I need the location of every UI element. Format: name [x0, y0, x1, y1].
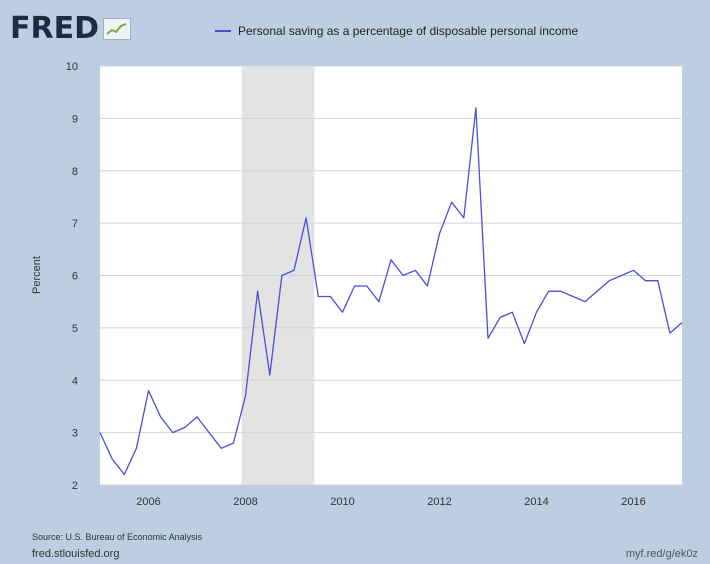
- x-tick-label: 2006: [136, 496, 160, 508]
- site-link[interactable]: fred.stlouisfed.org: [32, 548, 120, 560]
- y-tick-label: 7: [72, 218, 78, 230]
- y-tick-label: 6: [72, 271, 78, 283]
- x-tick-label: 2008: [233, 496, 257, 508]
- fred-logo[interactable]: FRED: [10, 14, 131, 44]
- x-tick-label: 2010: [330, 496, 354, 508]
- trend-graph-icon: [103, 18, 131, 40]
- x-tick-label: 2016: [621, 496, 645, 508]
- logo-text: FRED: [10, 11, 99, 46]
- legend: Personal saving as a percentage of dispo…: [215, 24, 578, 38]
- x-tick-label: 2014: [524, 496, 548, 508]
- y-tick-label: 10: [66, 61, 78, 73]
- y-tick-label: 4: [72, 375, 78, 387]
- y-tick-label: 8: [72, 166, 78, 178]
- legend-label: Personal saving as a percentage of dispo…: [238, 24, 579, 38]
- gridlines: [100, 65, 682, 486]
- x-tick-label: 2012: [427, 496, 451, 508]
- y-tick-labels: 2 3 4 5 6 7 8 9 10: [66, 61, 78, 492]
- source-note: Source: U.S. Bureau of Economic Analysis: [32, 532, 203, 542]
- short-link[interactable]: myf.red/g/ek0z: [625, 548, 698, 560]
- y-tick-label: 3: [72, 428, 78, 440]
- y-tick-label: 5: [72, 323, 78, 335]
- y-axis-label: Percent: [31, 256, 43, 294]
- y-tick-label: 2: [72, 480, 78, 492]
- series-line-0: [99, 107, 683, 476]
- x-tick-labels: 2006 2008 2010 2012 2014 2016: [136, 496, 645, 508]
- legend-swatch: [215, 30, 231, 32]
- series-lines: [99, 107, 683, 476]
- y-tick-label: 9: [72, 113, 78, 125]
